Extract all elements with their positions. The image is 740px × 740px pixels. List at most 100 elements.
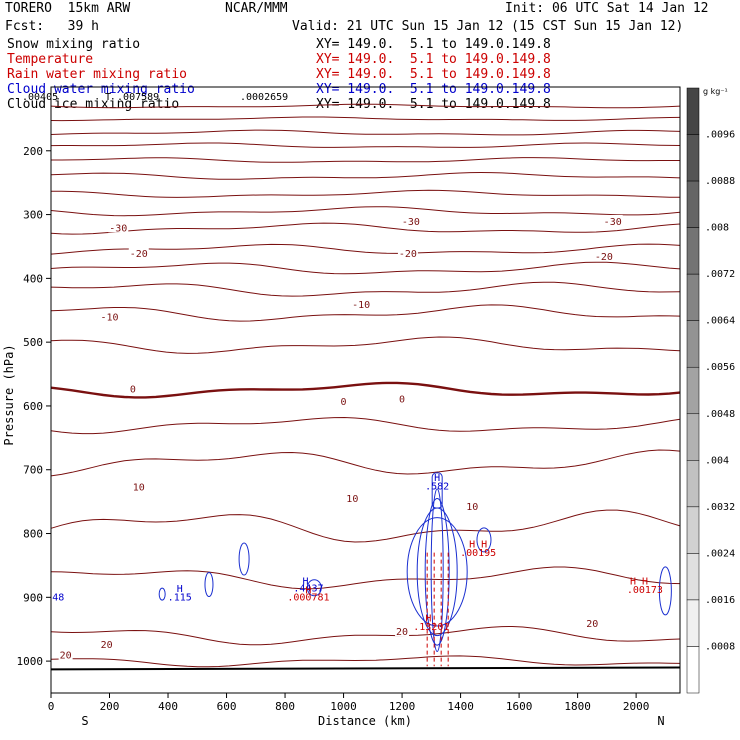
y-axis-title: Pressure (hPa): [2, 344, 16, 445]
colorbar-swatch: [686, 273, 700, 321]
temperature-label: -30: [402, 217, 420, 228]
cloud-water-cell-0: [204, 572, 214, 598]
temperature-label-bg-13: [465, 500, 480, 512]
temperature-label: 20: [586, 619, 598, 630]
high-value-label: H: [177, 584, 183, 595]
x-tick-label: 200: [100, 700, 120, 713]
y-tick-label: 200: [23, 145, 43, 158]
field-cloudwater-label: Cloud water mixing ratio: [7, 82, 195, 97]
x-tick-label: 2000: [623, 700, 650, 713]
temperature-label: 0: [341, 397, 347, 408]
high-value-label: H H: [469, 540, 487, 551]
ground-line: [50, 666, 681, 671]
temperature-contour-15: [50, 509, 681, 543]
colorbar-swatch: [686, 413, 700, 461]
cloud-water-core-contour-3: [406, 517, 468, 627]
temperature-contour-0: [50, 381, 681, 399]
cloud-water-cell-2: [306, 579, 322, 597]
temperature-label-bg-8: [128, 382, 137, 394]
temperature-label: 20: [101, 640, 113, 651]
colorbar-swatch: [686, 506, 700, 554]
temperature-contour--49: [50, 129, 681, 136]
temperature-contour--40: [50, 171, 681, 180]
high-value-label: H: [425, 614, 431, 625]
temperature-label: 20: [60, 651, 72, 662]
cloud-water-cell-4: [658, 566, 672, 616]
high-value-label: .00173: [627, 585, 663, 596]
cloud-water-cell-3: [476, 527, 492, 553]
colorbar: .0096 .0088 .008 .0072 .0064 .0056 .0048 .004 .0…: [686, 87, 735, 694]
temperature-contour-10: [50, 449, 681, 477]
x-tick-label: 1000: [330, 700, 357, 713]
temperature-label: -10: [352, 300, 370, 311]
temperature-contour--33: [50, 206, 681, 217]
cloud-water-cell-1: [238, 542, 250, 576]
temperature-label-bg-7: [351, 297, 372, 309]
high-value-label: H H: [630, 577, 648, 588]
high-value-label: H: [434, 473, 440, 484]
temperature-label-bg-6: [99, 310, 120, 322]
top-value-3: .0002659: [240, 92, 289, 103]
colorbar-tick-label: .0096: [705, 130, 735, 141]
field-cloudice-xy: XY= 149.0. 5.1 to 149.0.149.8: [316, 97, 551, 112]
temperature-label: 10: [133, 482, 145, 493]
colorbar-tick-label: .008: [705, 223, 729, 234]
temperature-label: 10: [466, 502, 478, 513]
field-cloudwater-xy: XY= 149.0. 5.1 to 149.0.149.8: [316, 82, 551, 97]
contour-layer: -30 -30 -30 -20 -20 -20 -10 -10 0 0 0 10 10 10 20 20 20 2…: [50, 103, 681, 671]
x-tick-label: 1400: [447, 700, 474, 713]
colorbar-tick-label: .0008: [705, 641, 735, 652]
colorbar-swatch: [686, 227, 700, 275]
temperature-label: -20: [595, 252, 613, 263]
cloud-water-core-contour-1: [424, 497, 450, 646]
colorbar-tick-label: .004: [705, 455, 729, 466]
high-value-label: .115: [168, 593, 192, 604]
temperature-label: -20: [130, 249, 148, 260]
temperature-label: 10: [346, 494, 358, 505]
temperature-contour--10: [50, 304, 681, 322]
colorbar-swatch: [686, 134, 700, 182]
y-tick-label: 900: [23, 591, 43, 604]
plot-frame: [50, 86, 681, 694]
cloud-water-core-contour-2: [416, 507, 458, 637]
high-value-label: .4437: [293, 584, 323, 595]
model-title: TORERO 15km ARW: [5, 1, 131, 16]
temperature-label-bg-10: [398, 392, 407, 404]
temperature-contour--15: [50, 281, 681, 297]
top-value-1: .00405: [22, 92, 59, 103]
axis-layer: 0 200 400 600 800 1000 1200 1400 1600 1800 2000200…: [17, 86, 681, 713]
temperature-label-bg-9: [339, 394, 348, 406]
cloud-water-core-contour-0: [430, 488, 444, 653]
temperature-contour--5: [50, 336, 681, 354]
temperature-label-bg-11: [131, 480, 146, 492]
colorbar-swatch: [686, 646, 700, 694]
colorbar-swatch: [686, 87, 700, 135]
high-value-label: .000781: [287, 593, 329, 604]
field-snow-xy: XY= 149.0. 5.1 to 149.0.149.8: [316, 37, 551, 52]
colorbar-swatch: [686, 553, 700, 601]
temperature-label-bg-1: [400, 214, 421, 226]
forecast-hour: Fcst: 39 h: [5, 19, 99, 34]
temperature-contour--37: [51, 189, 681, 198]
temperature-contour--20: [50, 261, 681, 275]
cloud-water-cell-5: [158, 587, 166, 601]
cloud-top-cell: [431, 472, 443, 509]
temperature-label-bg-17: [585, 616, 600, 628]
temperature-contour--43: [51, 157, 680, 163]
x-tick-label: 1600: [506, 700, 533, 713]
x-tick-label: 1200: [389, 700, 416, 713]
temperature-label: 0: [399, 394, 405, 405]
field-snow-label: Snow mixing ratio: [7, 37, 141, 52]
temperature-label-bg-14: [58, 648, 73, 660]
field-temperature-label: Temperature: [7, 52, 94, 67]
temperature-contour--55: [50, 103, 681, 109]
y-tick-label: 700: [23, 464, 43, 477]
temperature-label: -20: [399, 249, 417, 260]
temperature-label: -30: [109, 223, 127, 234]
temperature-contour-24: [50, 655, 681, 668]
colorbar-tick-label: .0016: [705, 595, 735, 606]
high-value-label: H: [305, 585, 311, 596]
temperature-contour--30: [50, 222, 681, 235]
temperature-label-bg-5: [593, 250, 614, 262]
